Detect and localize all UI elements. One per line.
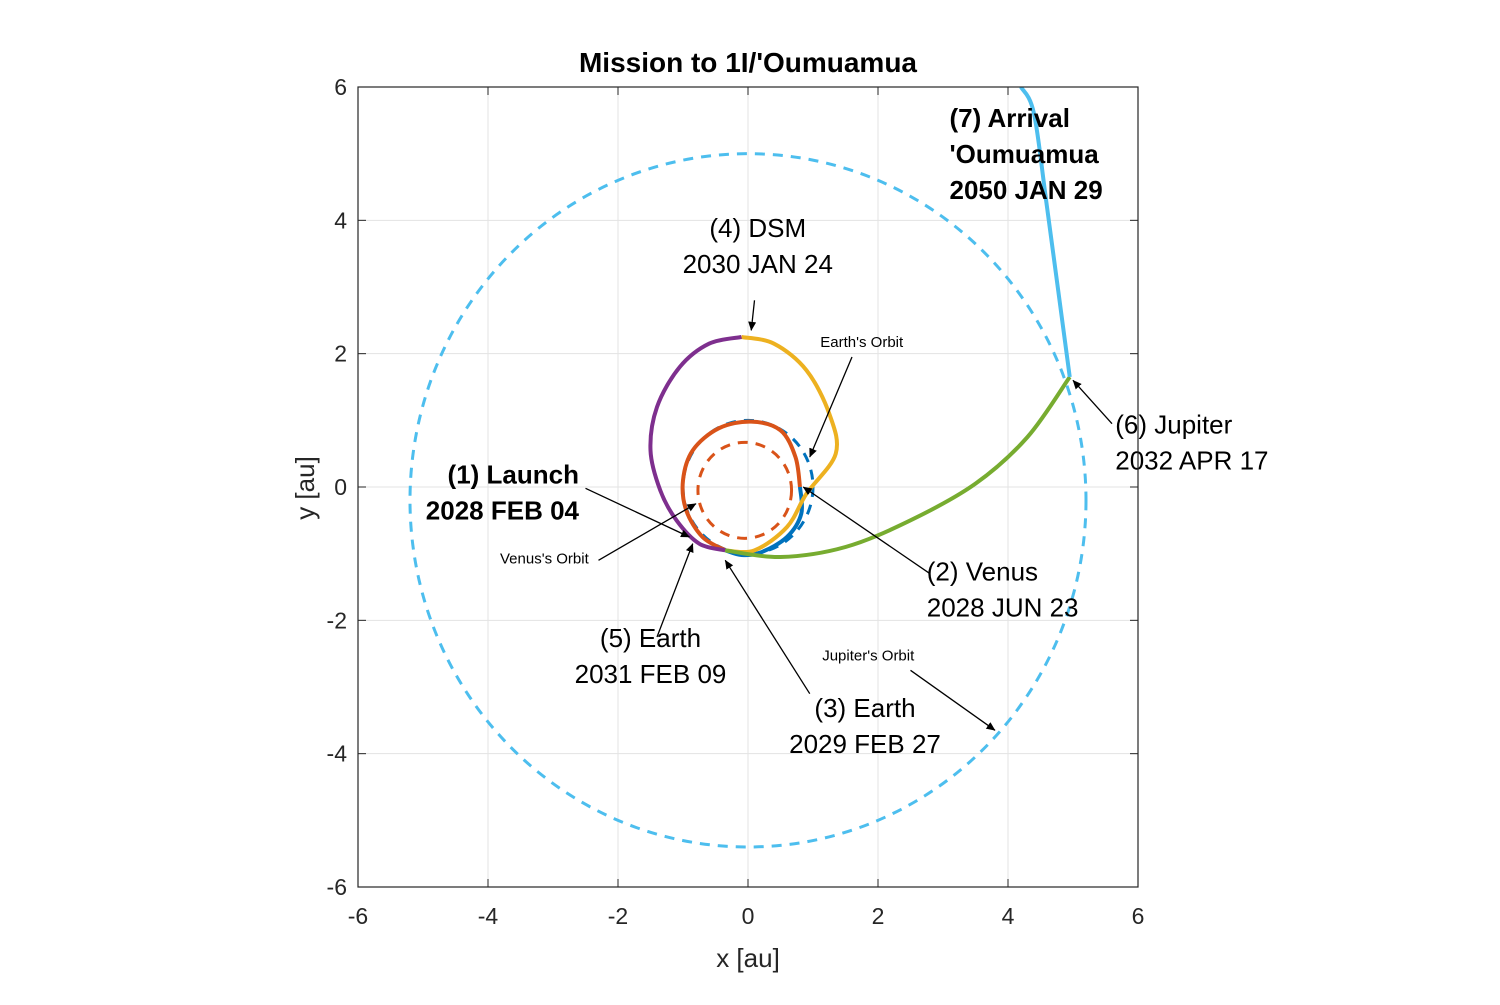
y-axis-label: y [au] (290, 456, 320, 520)
annotation-9: Jupiter's Orbit (822, 647, 996, 731)
annotation-arrow (802, 486, 931, 575)
plot-area: (1) Launch 2028 FEB 04 (2) Venus 2028 JUN 2… (408, 87, 1268, 849)
annotation-6: (7) Arrival 'Oumuamua 2050 JAN 29 (950, 103, 1103, 205)
annotation-7: Earth's Orbit (809, 334, 904, 458)
annotation-3: (4) DSM 2030 JAN 24 (683, 213, 833, 331)
annotation-text: (4) DSM (709, 213, 806, 243)
orbit-0 (696, 440, 794, 540)
y-tick-label: -4 (327, 741, 348, 767)
y-tick-label: 0 (334, 474, 347, 500)
y-tick-label: 6 (334, 74, 347, 100)
annotation-arrow (724, 559, 811, 695)
annotation-text: 2032 APR 17 (1115, 446, 1268, 476)
annotation-arrow (585, 487, 690, 538)
annotation-5: (6) Jupiter 2032 APR 17 (1072, 379, 1268, 476)
x-tick-label: 6 (1132, 903, 1145, 929)
x-tick-label: 2 (872, 903, 885, 929)
annotation-text: (7) Arrival (950, 103, 1070, 133)
y-tick-label: 2 (334, 341, 347, 367)
annotation-text: (1) Launch (448, 460, 579, 490)
annotation-text: (2) Venus (927, 556, 1038, 586)
annotation-text: 2030 JAN 24 (683, 249, 833, 279)
x-tick-label: 4 (1002, 903, 1015, 929)
y-tick-label: -6 (327, 874, 347, 900)
annotation-1: (2) Venus 2028 JUN 23 (802, 486, 1079, 622)
annotation-arrow (748, 300, 757, 331)
annotation-text: 2028 FEB 04 (426, 496, 580, 526)
annotation-text: 2028 JUN 23 (927, 592, 1079, 622)
axes: -6 -4 -2 0 2 4 6 6 4 2 0 -2 -4 -6 (327, 74, 1145, 929)
annotation-2: (3) Earth 2029 FEB 27 (724, 559, 941, 759)
orbit-2 (408, 152, 1088, 849)
annotation-text: Earth's Orbit (820, 334, 904, 351)
annotation-text: (6) Jupiter (1115, 410, 1232, 440)
annotation-0: (1) Launch 2028 FEB 04 (426, 460, 690, 538)
trajectory-leg-3 (648, 335, 742, 553)
annotation-text: (3) Earth (814, 693, 915, 723)
trajectory-leg-2 (725, 335, 840, 555)
annotation-arrow (910, 669, 996, 731)
annotation-text: 2050 JAN 29 (950, 175, 1103, 205)
annotation-text: Jupiter's Orbit (822, 647, 915, 664)
trajectory-leg-4 (724, 375, 1072, 560)
chart-title: Mission to 1I/'Oumuamua (579, 47, 917, 78)
annotation-arrow (598, 503, 697, 561)
annotation-text: 2031 FEB 09 (575, 659, 727, 689)
annotation-arrow (809, 356, 853, 458)
y-tick-label: 4 (334, 207, 347, 233)
x-tick-label: 0 (742, 903, 755, 929)
annotation-arrow (656, 543, 694, 638)
annotation-text: Venus's Orbit (500, 551, 590, 568)
annotation-text: (5) Earth (600, 623, 701, 653)
annotation-text: 2029 FEB 27 (789, 729, 941, 759)
x-axis-label: x [au] (716, 943, 780, 973)
annotation-8: Venus's Orbit (500, 503, 697, 568)
y-tick-label: -2 (327, 607, 347, 633)
annotation-4: (5) Earth 2031 FEB 09 (575, 543, 727, 689)
x-tick-label: -2 (608, 903, 628, 929)
annotation-text: 'Oumuamua (950, 139, 1100, 169)
trajectory-leg-0 (680, 419, 802, 553)
x-tick-label: -6 (348, 903, 368, 929)
annotation-arrow (1072, 379, 1113, 425)
x-tick-label: -4 (478, 903, 499, 929)
trajectory-leg-5 (1019, 87, 1072, 378)
